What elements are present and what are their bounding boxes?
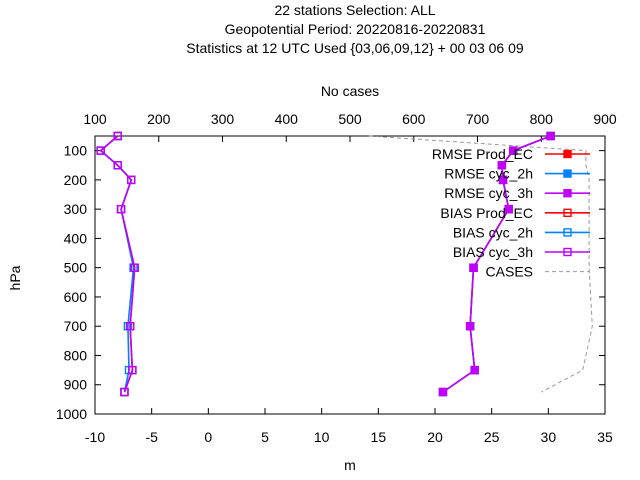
chart-title: 22 stations Selection: ALL Geopotential … bbox=[186, 2, 524, 56]
series-line bbox=[369, 135, 593, 393]
top-tick-label: 100 bbox=[83, 111, 107, 127]
legend-swatch-marker bbox=[563, 188, 572, 198]
top-axis-ticks: 100 200 300 400 500 600 700 800 900 bbox=[83, 111, 617, 142]
x-tick-label: 35 bbox=[597, 429, 613, 445]
y-tick-label: 500 bbox=[64, 260, 88, 276]
legend-swatch-marker bbox=[563, 208, 572, 218]
legend-item: RMSE cyc_3h bbox=[444, 185, 590, 201]
legend-item: BIAS cyc_2h bbox=[453, 224, 590, 240]
data-point bbox=[504, 204, 513, 214]
legend-swatch-marker bbox=[563, 228, 572, 237]
y-tick-label: 900 bbox=[64, 377, 88, 393]
data-point bbox=[96, 146, 105, 155]
title-line-1: 22 stations Selection: ALL bbox=[274, 2, 435, 18]
legend-item: RMSE cyc_2h bbox=[444, 166, 590, 182]
top-tick-label: 800 bbox=[530, 111, 554, 127]
x-tick-label: 25 bbox=[484, 429, 500, 445]
title-line-3: Statistics at 12 UTC Used {03,06,09,12} … bbox=[186, 40, 524, 56]
data-point bbox=[113, 131, 122, 141]
y-tick-label: 400 bbox=[64, 230, 88, 246]
y-tick-label: 100 bbox=[64, 143, 88, 159]
legend-item: BIAS Prod_EC bbox=[440, 205, 590, 221]
y-axis-ticks: 100 200 300 400 500 600 700 800 900 1000 bbox=[56, 143, 605, 422]
series-2 bbox=[438, 131, 555, 397]
legend-label: BIAS cyc_3h bbox=[453, 244, 533, 260]
legend-item: RMSE Prod_EC bbox=[432, 146, 590, 162]
legend-label: CASES bbox=[486, 264, 533, 280]
legend-label: BIAS Prod_EC bbox=[440, 205, 533, 221]
x-tick-label: 5 bbox=[261, 429, 269, 445]
plot-series bbox=[96, 131, 593, 397]
top-tick-label: 400 bbox=[275, 111, 299, 127]
data-point bbox=[498, 175, 508, 185]
legend-label: BIAS cyc_2h bbox=[453, 224, 533, 240]
x-tick-label: 30 bbox=[541, 429, 557, 445]
data-point bbox=[469, 263, 478, 272]
top-axis-label: No cases bbox=[321, 83, 379, 99]
y-axis-label: hPa bbox=[7, 265, 23, 290]
data-point bbox=[116, 204, 126, 214]
data-point bbox=[438, 387, 448, 397]
x-tick-label: 10 bbox=[314, 429, 330, 445]
data-point bbox=[120, 387, 129, 397]
x-tick-label: 0 bbox=[204, 429, 212, 445]
legend-swatch-marker bbox=[563, 169, 572, 178]
data-point bbox=[130, 263, 139, 272]
legend-item: BIAS cyc_3h bbox=[453, 244, 590, 260]
top-tick-label: 200 bbox=[147, 111, 171, 127]
data-point bbox=[128, 365, 137, 375]
y-tick-label: 800 bbox=[64, 347, 88, 363]
data-point bbox=[509, 146, 518, 155]
legend-label: RMSE Prod_EC bbox=[432, 146, 533, 162]
x-tick-label: -10 bbox=[85, 429, 105, 445]
y-tick-label: 1000 bbox=[56, 406, 87, 422]
data-point bbox=[127, 175, 136, 185]
data-point bbox=[125, 322, 135, 331]
legend-swatch-marker bbox=[563, 149, 572, 159]
data-point bbox=[465, 322, 475, 331]
top-tick-label: 700 bbox=[466, 111, 490, 127]
x-axis-ticks: -10 -5 0 5 10 15 20 25 30 35 bbox=[85, 408, 613, 445]
chart-legend: RMSE Prod_EC RMSE cyc_2h RMSE cyc_3h BIAS P… bbox=[432, 146, 590, 280]
data-point bbox=[470, 365, 479, 375]
top-tick-label: 500 bbox=[338, 111, 362, 127]
data-point bbox=[546, 131, 555, 141]
data-point bbox=[113, 161, 122, 170]
legend-label: RMSE cyc_2h bbox=[444, 166, 533, 182]
top-tick-label: 600 bbox=[402, 111, 426, 127]
legend-item: CASES bbox=[486, 264, 590, 280]
top-tick-label: 900 bbox=[593, 111, 617, 127]
series-5 bbox=[96, 131, 139, 397]
series-line bbox=[99, 135, 136, 393]
legend-label: RMSE cyc_3h bbox=[444, 185, 533, 201]
legend-swatch-marker bbox=[563, 247, 572, 257]
y-tick-label: 700 bbox=[64, 318, 88, 334]
series-6 bbox=[369, 135, 593, 393]
y-tick-label: 600 bbox=[64, 289, 88, 305]
series-line bbox=[99, 135, 135, 393]
x-axis-label: m bbox=[344, 457, 356, 473]
data-point bbox=[497, 161, 507, 170]
title-line-2: Geopotential Period: 20220816-20220831 bbox=[225, 21, 486, 37]
x-tick-label: 20 bbox=[427, 429, 443, 445]
x-tick-label: -5 bbox=[145, 429, 158, 445]
y-tick-label: 300 bbox=[64, 201, 88, 217]
top-tick-label: 300 bbox=[211, 111, 235, 127]
x-tick-label: 15 bbox=[371, 429, 387, 445]
y-tick-label: 200 bbox=[64, 172, 88, 188]
